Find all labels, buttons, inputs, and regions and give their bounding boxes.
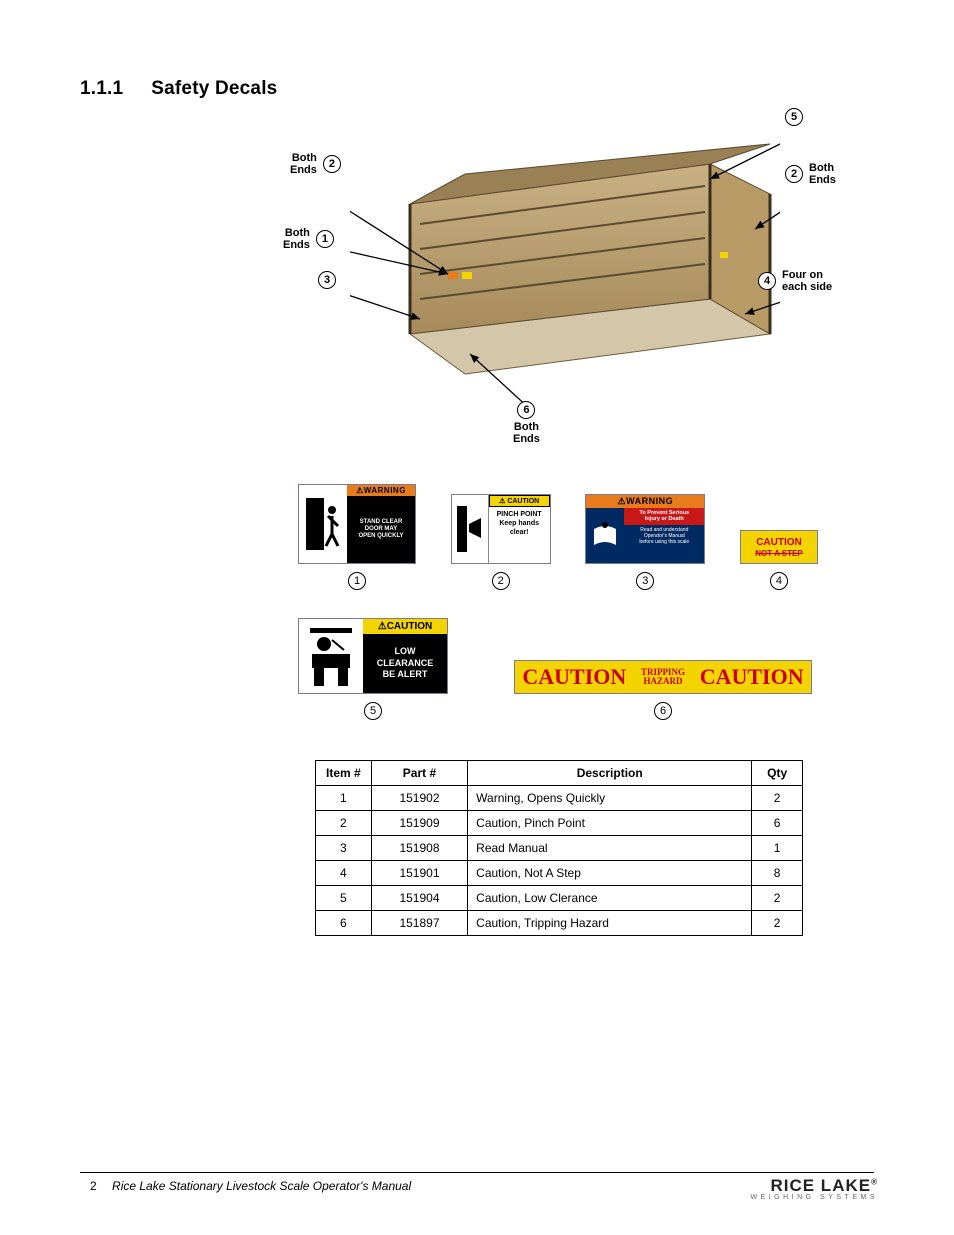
callout-1: Both Ends 1 bbox=[283, 227, 334, 251]
table-row: 4151901Caution, Not A Step8 bbox=[316, 861, 803, 886]
table-row: 5151904Caution, Low Clerance2 bbox=[316, 886, 803, 911]
decal-5: ⚠CAUTION LOW CLEARANCE BE ALERT 5 bbox=[298, 618, 448, 720]
brand-logo: RICE LAKE® WEIGHING SYSTEMS bbox=[750, 1176, 878, 1201]
decal-row-2: ⚠CAUTION LOW CLEARANCE BE ALERT 5 CAUTIO… bbox=[298, 618, 818, 720]
table-header-row: Item # Part # Description Qty bbox=[316, 761, 803, 786]
decal-4: CAUTION NOT A STEP 4 bbox=[740, 530, 818, 590]
decal-3: ⚠WARNING To Prevent Serious Injury or De… bbox=[585, 494, 705, 590]
footer-title: Rice Lake Stationary Livestock Scale Ope… bbox=[112, 1179, 411, 1193]
callout-4: Four on each side 4 bbox=[758, 269, 832, 293]
callout-6: 6 Both Ends bbox=[513, 401, 540, 445]
decal-row-1: ⚠WARNING STAND CLEAR DOOR MAY OPEN QUICK… bbox=[298, 484, 818, 590]
section-heading: 1.1.1 Safety Decals bbox=[80, 78, 874, 100]
table-row: 1151902Warning, Opens Quickly2 bbox=[316, 786, 803, 811]
table-row: 2151909Caution, Pinch Point6 bbox=[316, 811, 803, 836]
parts-table: Item # Part # Description Qty 1151902War… bbox=[315, 760, 803, 936]
cage-isometric bbox=[350, 124, 780, 404]
decal-6: CAUTION TRIPPING HAZARD CAUTION 6 bbox=[508, 660, 818, 720]
decal-2: ⚠ CAUTION PINCH POINT Keep hands clear! … bbox=[451, 494, 551, 590]
callout-2-right: Both Ends 2 bbox=[785, 162, 836, 186]
table-row: 3151908Read Manual1 bbox=[316, 836, 803, 861]
decal-1: ⚠WARNING STAND CLEAR DOOR MAY OPEN QUICK… bbox=[298, 484, 416, 590]
callout-3: 3 bbox=[318, 271, 336, 289]
page-number: 2 bbox=[90, 1179, 97, 1193]
table-row: 6151897Caution, Tripping Hazard2 bbox=[316, 911, 803, 936]
footer-rule bbox=[80, 1172, 874, 1173]
section-title: Safety Decals bbox=[151, 78, 277, 99]
footer: 2 Rice Lake Stationary Livestock Scale O… bbox=[90, 1179, 411, 1193]
decal-location-figure: Both Ends 2 Both Ends 1 3 5 Both Ends 2 … bbox=[230, 114, 890, 454]
section-number: 1.1.1 bbox=[80, 78, 123, 99]
callout-5: 5 bbox=[785, 108, 803, 126]
callout-2-left: Both Ends 2 bbox=[290, 152, 341, 176]
